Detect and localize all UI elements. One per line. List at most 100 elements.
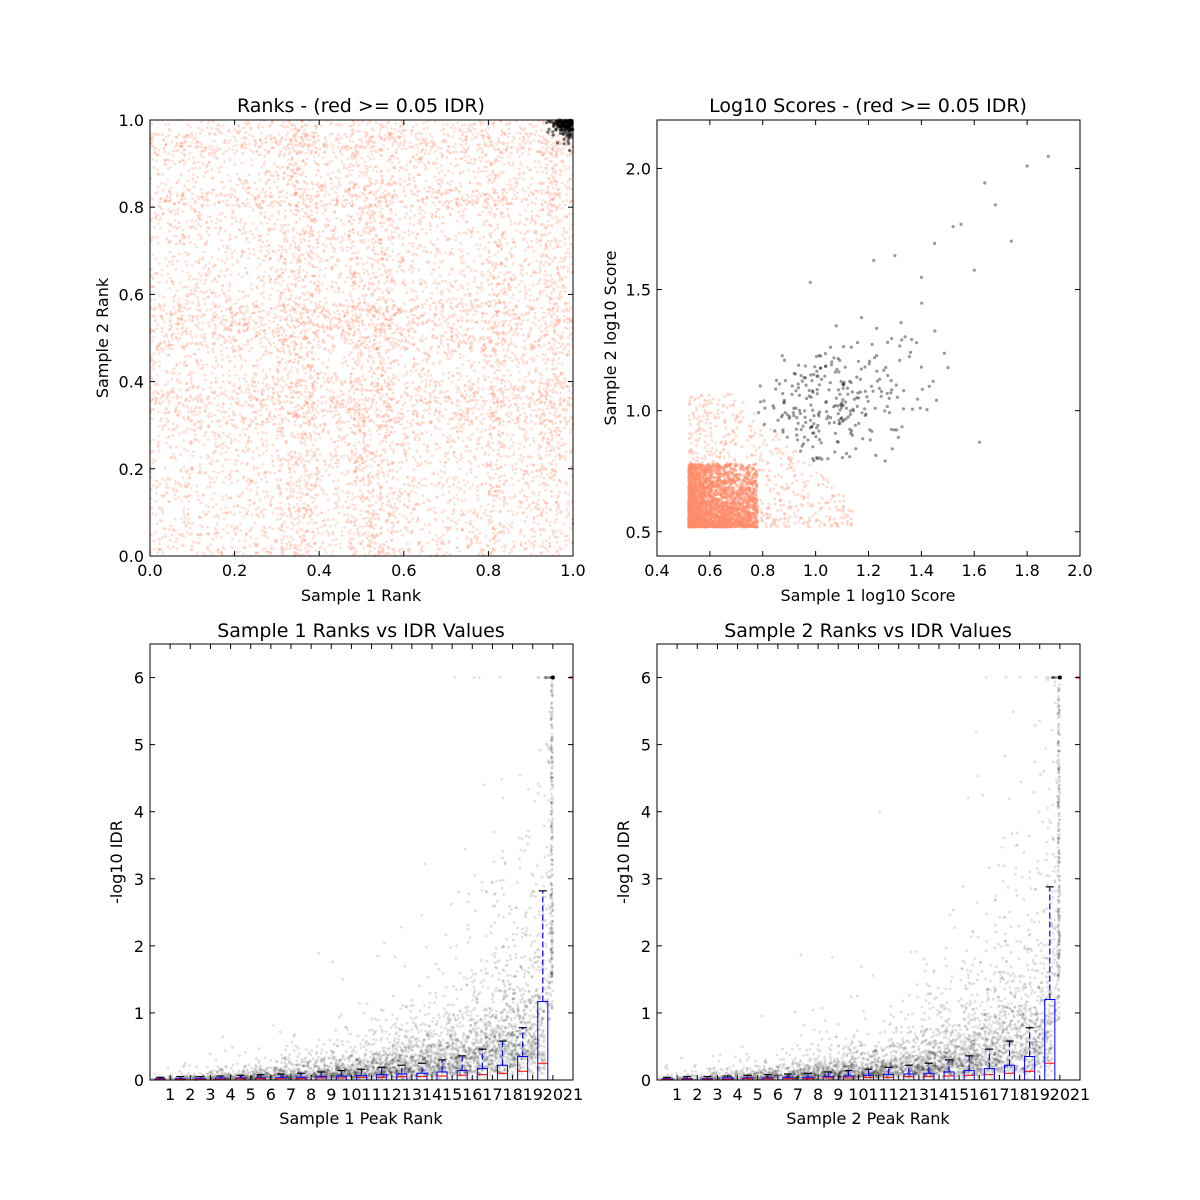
rank-point xyxy=(251,135,255,138)
rank-point xyxy=(355,197,359,200)
rank-point xyxy=(415,294,419,298)
rank-point xyxy=(508,301,512,304)
rank-point xyxy=(537,453,541,457)
rank-point xyxy=(466,288,470,291)
rank-point xyxy=(280,333,284,337)
rank-point xyxy=(244,204,247,208)
rank-point xyxy=(277,209,281,213)
rank-point xyxy=(201,387,205,391)
rank-point xyxy=(212,480,216,484)
rank-point xyxy=(343,513,346,517)
rank-point xyxy=(257,153,261,157)
rank-point xyxy=(561,342,565,346)
rank-point xyxy=(465,406,468,410)
rank-point xyxy=(202,443,206,447)
rank-point xyxy=(562,259,565,263)
rank-point xyxy=(325,365,329,368)
rank-point xyxy=(504,310,508,314)
rank-point xyxy=(259,221,263,225)
rank-point xyxy=(294,509,298,513)
rank-point xyxy=(372,420,376,424)
rank-point xyxy=(290,385,294,389)
rank-point xyxy=(466,418,470,422)
rank-point xyxy=(297,484,301,488)
rank-point xyxy=(206,350,210,354)
rank-point xyxy=(387,469,391,473)
rank-point xyxy=(389,418,393,422)
rank-point xyxy=(352,272,356,276)
rank-point xyxy=(314,521,318,525)
rank-point xyxy=(154,192,158,195)
rank-point xyxy=(370,127,374,130)
rank-point xyxy=(232,384,235,388)
rank-point xyxy=(453,503,456,506)
rank-point xyxy=(493,148,497,152)
rank-point xyxy=(520,279,523,283)
rank-point xyxy=(426,508,430,512)
rank-point xyxy=(265,408,269,411)
rank-point xyxy=(302,411,306,415)
rank-point xyxy=(200,419,204,423)
rank-point xyxy=(471,189,475,193)
rank-point xyxy=(244,137,248,141)
rank-point xyxy=(448,289,452,293)
rank-point xyxy=(229,273,233,277)
rank-point xyxy=(197,261,201,265)
rank-point xyxy=(206,545,210,549)
rank-point xyxy=(525,464,529,468)
rank-point xyxy=(534,130,538,134)
rank-point xyxy=(155,479,158,483)
rank-point xyxy=(295,385,298,389)
rank-point xyxy=(189,342,193,346)
rank-point xyxy=(441,123,445,127)
rank-point xyxy=(209,386,212,389)
rank-point xyxy=(378,123,381,126)
rank-point xyxy=(545,472,549,476)
rank-point xyxy=(484,206,488,210)
rank-point xyxy=(278,422,281,426)
rank-point xyxy=(341,195,345,198)
rank-point xyxy=(466,411,470,414)
rank-point xyxy=(454,279,458,282)
rank-point xyxy=(540,129,543,132)
rank-point xyxy=(496,331,499,334)
rank-point xyxy=(316,477,319,480)
rank-point xyxy=(348,305,352,308)
rank-point xyxy=(446,181,450,185)
rank-point xyxy=(348,407,351,411)
rank-point xyxy=(277,454,281,458)
rank-point xyxy=(437,207,441,211)
rank-point xyxy=(520,388,524,391)
rank-point xyxy=(235,426,239,430)
rank-point xyxy=(376,253,380,256)
rank-point xyxy=(513,472,517,475)
rank-point xyxy=(277,248,280,252)
rank-point xyxy=(483,402,487,406)
rank-point xyxy=(303,239,306,243)
rank-point xyxy=(210,415,213,418)
rank-point xyxy=(434,254,437,258)
rank-point xyxy=(481,311,484,315)
rank-point xyxy=(439,536,443,539)
rank-point xyxy=(417,305,420,308)
rank-point xyxy=(283,216,287,220)
rank-point xyxy=(545,279,549,283)
rank-point xyxy=(472,259,476,263)
rank-point xyxy=(369,451,373,454)
rank-point xyxy=(387,356,390,360)
rank-point xyxy=(296,320,300,324)
rank-point xyxy=(304,387,308,391)
rank-point xyxy=(228,284,232,288)
rank-point xyxy=(502,279,506,282)
rank-point xyxy=(558,245,562,249)
rank-point xyxy=(493,266,497,269)
rank-point xyxy=(248,399,252,402)
rank-point xyxy=(449,330,453,333)
rank-point xyxy=(333,447,337,451)
rank-point xyxy=(439,342,443,346)
rank-point xyxy=(419,220,423,223)
rank-point xyxy=(369,521,373,524)
rank-point xyxy=(397,252,400,256)
rank-point xyxy=(245,305,249,308)
rank-point xyxy=(277,430,281,433)
